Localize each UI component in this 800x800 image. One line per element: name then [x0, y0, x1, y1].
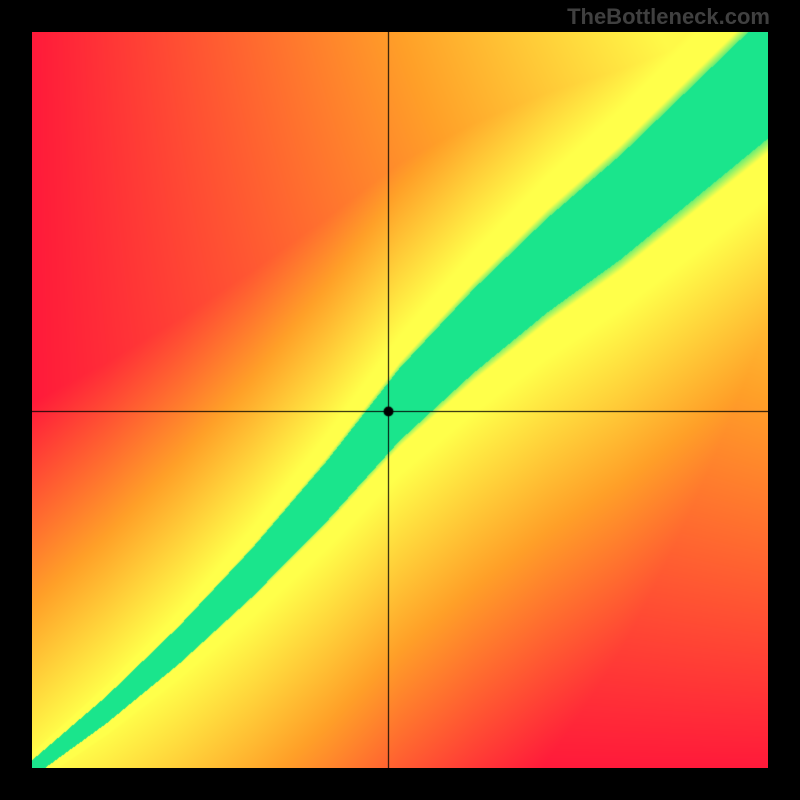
watermark-text: TheBottleneck.com	[567, 4, 770, 30]
bottleneck-heatmap	[32, 32, 768, 768]
